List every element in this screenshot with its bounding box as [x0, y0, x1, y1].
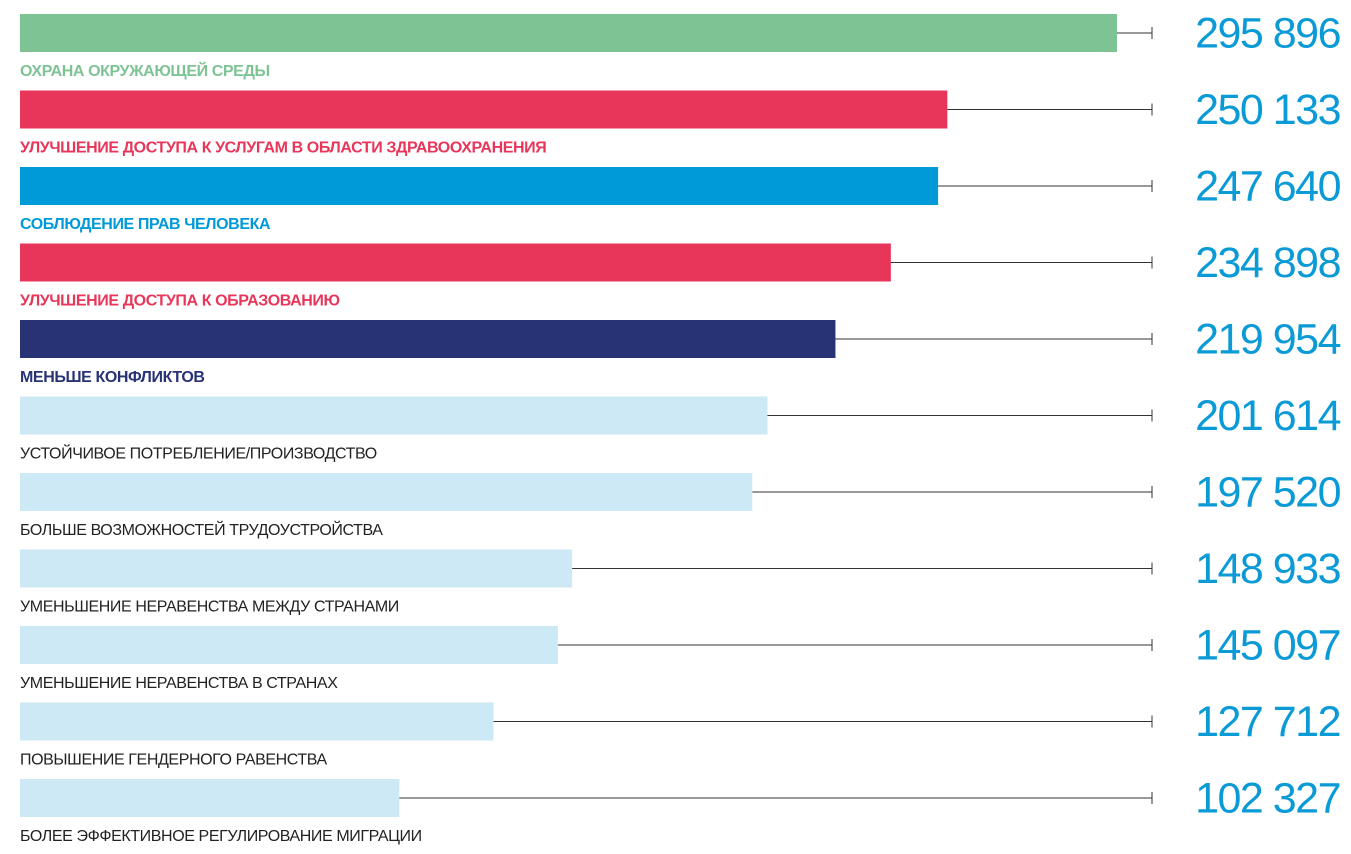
value-label: 234 898 — [1195, 239, 1341, 287]
bar — [20, 549, 573, 588]
category-label: УМЕНЬШЕНИЕ НЕРАВЕНСТВА МЕЖДУ СТРАНАМИ — [20, 599, 399, 616]
value-label: 197 520 — [1195, 468, 1341, 516]
value-label: 201 614 — [1195, 392, 1341, 440]
category-label: ОХРАНА ОКРУЖАЮЩЕЙ СРЕДЫ — [20, 61, 270, 80]
value-label: 219 954 — [1195, 315, 1341, 363]
category-label: СОБЛЮДЕНИЕ ПРАВ ЧЕЛОВЕКА — [20, 216, 271, 233]
value-label: 250 133 — [1195, 86, 1341, 134]
category-label: МЕНЬШЕ КОНФЛИКТОВ — [20, 369, 205, 386]
bar — [20, 167, 939, 205]
value-label: 145 097 — [1195, 621, 1340, 669]
category-label: УМЕНЬШЕНИЕ НЕРАВЕНСТВА В СТРАНАХ — [20, 675, 338, 692]
bar — [20, 702, 494, 741]
bar — [20, 90, 948, 129]
category-label: БОЛЕЕ ЭФФЕКТИВНОЕ РЕГУЛИРОВАНИЕ МИГРАЦИИ — [20, 828, 422, 845]
category-label: УСТОЙЧИВОЕ ПОТРЕБЛЕНИЕ/ПРОИЗВОДСТВО — [20, 444, 377, 463]
bar — [20, 243, 891, 282]
value-label: 127 712 — [1195, 698, 1340, 746]
value-label: 247 640 — [1195, 162, 1341, 210]
category-label: БОЛЬШЕ ВОЗМОЖНОСТЕЙ ТРУДОУСТРОЙСТВА — [20, 520, 383, 539]
category-label: УЛУЧШЕНИЕ ДОСТУПА К ОБРАЗОВАНИЮ — [20, 293, 340, 310]
bar — [20, 779, 400, 817]
bar — [20, 320, 836, 358]
category-label: УЛУЧШЕНИЕ ДОСТУПА К УСЛУГАМ В ОБЛАСТИ ЗД… — [20, 140, 546, 157]
value-label: 295 896 — [1195, 9, 1341, 57]
category-label: ПОВЫШЕНИЕ ГЕНДЕРНОГО РАВЕНСТВА — [20, 752, 328, 769]
bar — [20, 396, 768, 435]
value-label: 148 933 — [1195, 545, 1341, 593]
bar — [20, 14, 1117, 52]
bar — [20, 626, 558, 664]
value-label: 102 327 — [1195, 774, 1340, 822]
bar — [20, 473, 753, 511]
